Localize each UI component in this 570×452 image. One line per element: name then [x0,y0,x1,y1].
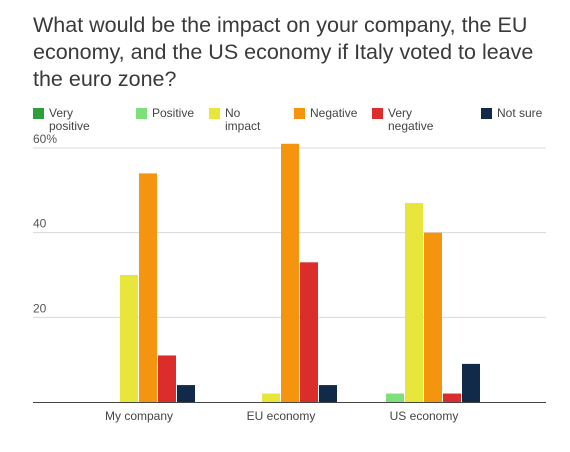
legend-item-negative: Negative [294,107,357,120]
y-tick-label: 60% [33,132,57,146]
legend-label: No impact [225,106,261,133]
bar-very-negative [443,393,461,402]
y-tick-label: 40 [33,217,47,231]
bar-no-impact [405,203,423,402]
bar-very-negative [300,262,318,402]
legend-label: Very positive [49,106,90,133]
legend: Very positive Positive No impact Negativ… [33,107,563,139]
bar-not-sure [462,363,480,402]
bar-negative [424,232,442,402]
x-tick-label: US economy [390,409,459,423]
x-tick-label: EU economy [247,409,316,423]
chart-title: What would be the impact on your company… [33,13,534,91]
legend-swatch [33,108,44,119]
bar-positive [386,393,404,402]
legend-item-very-positive: Very positive [33,107,101,133]
legend-swatch [481,108,492,119]
legend-label: Not sure [497,106,543,120]
legend-swatch [294,108,305,119]
legend-label: Positive [152,106,195,120]
bar-negative [281,143,299,402]
bar-very-negative [158,355,176,402]
legend-label: Very negative [388,106,434,133]
legend-item-very-negative: Very negative [372,107,446,133]
legend-item-not-sure: Not sure [481,107,542,120]
legend-swatch [136,108,147,119]
bar-no-impact [120,275,138,402]
bar-negative [139,173,157,402]
bar-not-sure [177,385,195,402]
legend-swatch [372,108,383,119]
x-tick-label: My company [105,409,173,423]
legend-item-no-impact: No impact [209,107,275,133]
bar-not-sure [319,385,337,402]
legend-label: Negative [310,106,358,120]
bar-no-impact [262,393,280,402]
legend-swatch [209,108,220,119]
y-tick-label: 20 [33,301,47,315]
legend-item-positive: Positive [136,107,194,120]
